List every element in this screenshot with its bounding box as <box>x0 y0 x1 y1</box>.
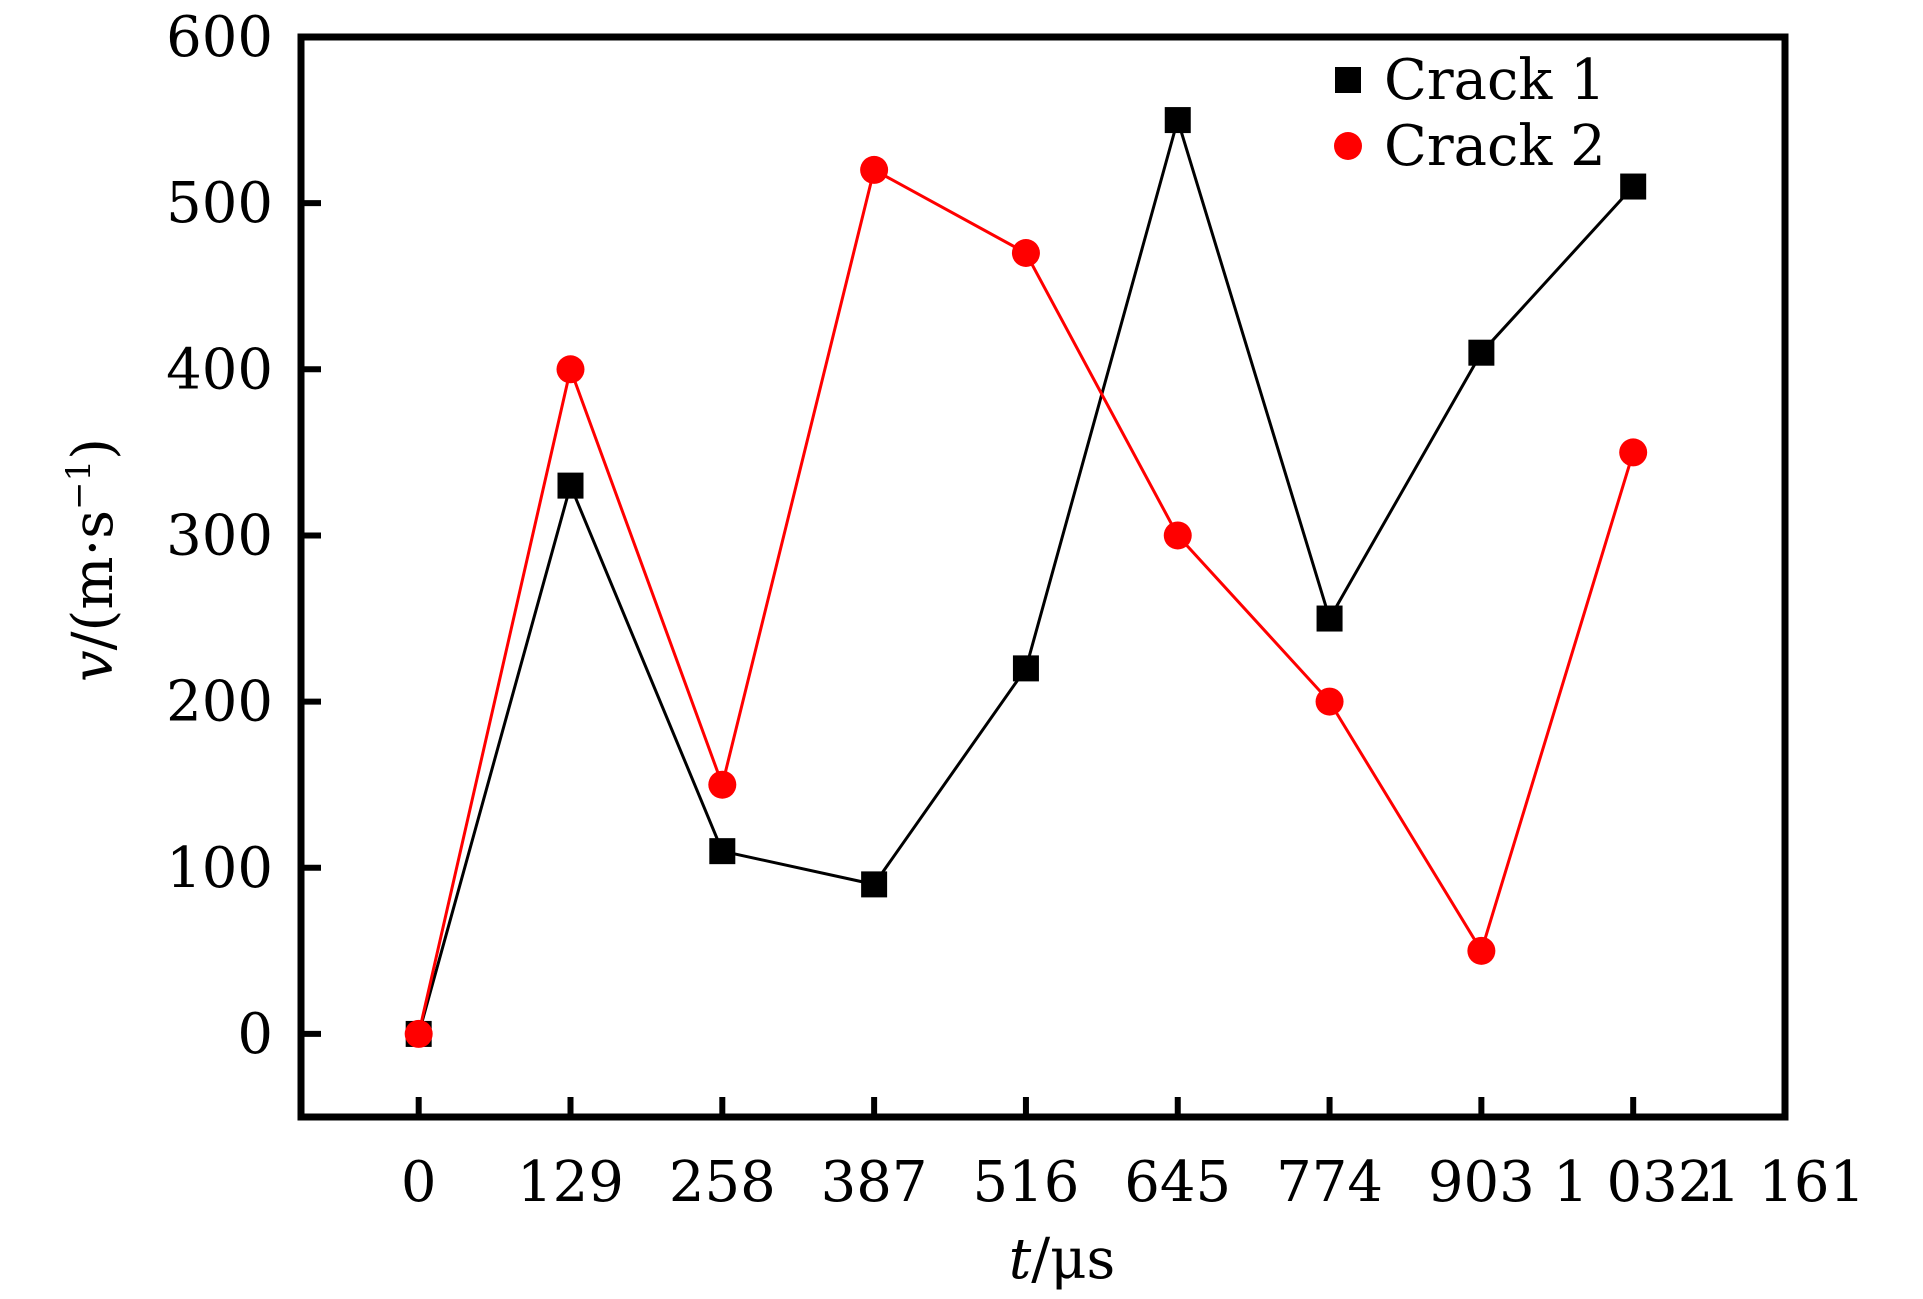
x-tick-label: 387 <box>821 1150 928 1215</box>
legend-marker <box>1334 132 1362 160</box>
y-axis-title: v/(m·s−1) <box>59 438 126 682</box>
y-tick-label: 0 <box>237 1002 273 1067</box>
y-axis-unit-open: /(m·s <box>61 510 126 650</box>
plot-frame <box>297 33 1789 1121</box>
x-tick-label: 903 <box>1428 1150 1535 1215</box>
x-axis-title: t/μs <box>1009 1227 1116 1292</box>
legend-label: Crack 2 <box>1384 114 1606 179</box>
y-tick-label: 300 <box>166 503 273 568</box>
series-layer <box>404 107 1648 1048</box>
data-point <box>1315 687 1344 716</box>
series-2-markers <box>404 155 1648 1048</box>
x-tick-label: 774 <box>1276 1150 1383 1215</box>
x-axis-unit: /μs <box>1031 1227 1115 1292</box>
data-point <box>1467 936 1496 965</box>
x-tick-label: 0 <box>401 1150 437 1215</box>
data-point <box>1011 239 1040 267</box>
legend-marker <box>1335 67 1361 93</box>
data-point <box>556 355 585 384</box>
data-point <box>557 472 584 499</box>
y-tick-label: 400 <box>166 337 273 402</box>
y-axis-unit-close: ) <box>61 438 126 460</box>
y-tick-label: 500 <box>166 171 273 236</box>
data-point <box>709 838 736 865</box>
x-tick-label: 516 <box>972 1150 1079 1215</box>
series-line <box>417 167 1635 1035</box>
legend-label: Crack 1 <box>1384 48 1606 113</box>
data-point <box>708 770 737 799</box>
y-tick-label: 200 <box>166 670 273 735</box>
data-point <box>1468 339 1495 366</box>
data-point <box>1163 521 1192 550</box>
x-tick-label: 129 <box>517 1150 624 1215</box>
data-point <box>860 155 889 184</box>
data-point <box>1619 438 1648 467</box>
x-tick-label: 1 032 <box>1553 1150 1713 1215</box>
data-point <box>1012 655 1039 682</box>
x-tick-label: 258 <box>669 1150 776 1215</box>
y-tick-label: 600 <box>166 5 273 70</box>
x-tick-label: 1 161 <box>1705 1150 1865 1215</box>
y-axis-variable: v <box>61 650 126 682</box>
y-axis-unit-sup: −1 <box>59 460 99 510</box>
x-tick-label: 645 <box>1124 1150 1231 1215</box>
series-2 <box>417 167 1635 1035</box>
data-point <box>404 1019 433 1048</box>
y-tick-label: 100 <box>166 836 273 901</box>
data-point <box>861 871 888 898</box>
data-point <box>1316 605 1343 632</box>
data-point <box>1620 173 1647 200</box>
y-axis-ticks: 0 100 200 300 400 500 600 <box>166 5 321 1067</box>
x-axis-variable: t <box>1009 1227 1032 1292</box>
data-point <box>1164 107 1191 134</box>
